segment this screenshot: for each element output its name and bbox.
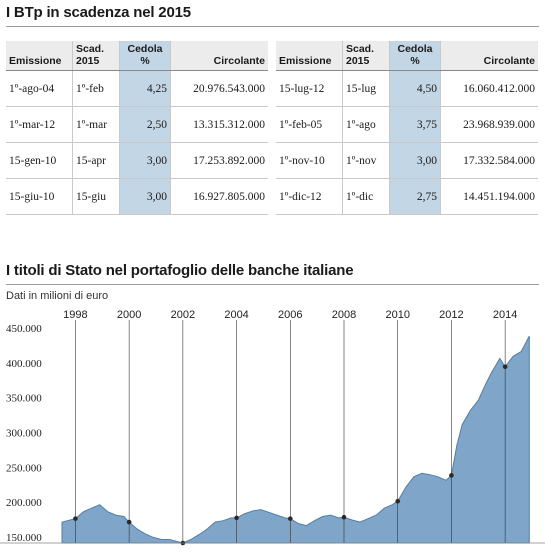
cell-scadenza: 1º-dic — [342, 178, 390, 215]
y-tick-label: 350.000 — [6, 393, 42, 405]
cell-cedola: 3,00 — [119, 178, 171, 215]
data-point-marker — [502, 364, 508, 370]
x-tick-label: 2002 — [171, 309, 195, 321]
cell-cedola: 3,00 — [119, 142, 171, 179]
btp-table-right: Emissione Scad. 2015 Cedola% Circolante 1… — [276, 41, 538, 215]
y-tick-label: 250.000 — [6, 462, 42, 474]
cell-circolante: 16.060.412.000 — [440, 70, 538, 107]
data-point-marker — [73, 516, 78, 521]
x-tick-label: 2014 — [493, 309, 517, 321]
cell-scadenza: 1º-feb — [72, 70, 120, 107]
table-row: 1º-dic-12 1º-dic 2,75 14.451.194.000 — [276, 178, 538, 215]
table-row: 1º-nov-10 1º-nov 3,00 17.332.584.000 — [276, 142, 538, 179]
data-point-marker — [234, 515, 239, 521]
chart-title-rule — [6, 284, 539, 285]
series-area — [61, 335, 530, 544]
cell-cedola: 2,75 — [389, 178, 441, 215]
table-row: 15-gen-10 15-apr 3,00 17.253.892.000 — [6, 142, 268, 179]
table-row: 1º-feb-05 1º-ago 3,75 23.968.939.000 — [276, 106, 538, 143]
x-tick-label: 2006 — [278, 309, 302, 321]
cell-circolante: 17.253.892.000 — [170, 142, 268, 179]
x-tick-label: 2010 — [385, 309, 409, 321]
data-point-marker — [126, 519, 132, 525]
data-point-marker — [449, 473, 454, 478]
portfolio-area-chart: 1998 2000 2002 2004 2006 2008 2010 2012 2014 150.… — [0, 309, 545, 546]
x-tick-label: 2004 — [224, 309, 248, 321]
header-cedola: Cedola% — [389, 41, 441, 71]
y-tick-label: 300.000 — [6, 428, 42, 440]
cell-emissione: 1º-dic-12 — [276, 178, 343, 215]
table-row: 1º-ago-04 1º-feb 4,25 20.976.543.000 — [6, 70, 268, 107]
x-tick-label: 1998 — [63, 309, 87, 321]
table-row: 15-lug-12 15-lug 4,50 16.060.412.000 — [276, 70, 538, 107]
header-scadenza-year: 2015 — [76, 55, 100, 67]
cell-scadenza: 1º-mar — [72, 106, 120, 143]
cell-circolante: 16.927.805.000 — [170, 178, 268, 215]
table-title: I BTp in scadenza nel 2015 — [6, 4, 191, 21]
header-circolante: Circolante — [170, 41, 268, 71]
y-tick-label: 400.000 — [6, 358, 42, 370]
chart-title: I titoli di Stato nel portafoglio delle … — [6, 262, 354, 279]
header-circolante: Circolante — [440, 41, 538, 71]
cell-cedola: 4,50 — [389, 70, 441, 107]
header-scadenza-label: Scad. — [76, 43, 105, 55]
cell-circolante: 17.332.584.000 — [440, 142, 538, 179]
y-tick-label: 450.000 — [6, 323, 42, 335]
table-row: 1º-mar-12 1º-mar 2,50 13.315.312.000 — [6, 106, 268, 143]
cell-circolante: 23.968.939.000 — [440, 106, 538, 143]
cell-emissione: 15-giu-10 — [6, 178, 73, 215]
header-emissione: Emissione — [276, 41, 343, 71]
data-point-marker — [341, 514, 347, 520]
header-cedola-unit: % — [140, 55, 150, 67]
header-scadenza-label: Scad. — [346, 43, 375, 55]
cell-scadenza: 15-apr — [72, 142, 120, 179]
data-point-marker — [287, 516, 293, 521]
cell-scadenza: 15-giu — [72, 178, 120, 215]
cell-scadenza: 1º-nov — [342, 142, 390, 179]
cell-emissione: 1º-feb-05 — [276, 106, 343, 143]
y-tick-label: 200.000 — [6, 497, 42, 509]
cell-cedola: 3,75 — [389, 106, 441, 143]
cell-cedola: 4,25 — [119, 70, 171, 107]
cell-circolante: 13.315.312.000 — [170, 106, 268, 143]
chart-subtitle: Dati in milioni di euro — [6, 290, 109, 302]
header-cedola-label: Cedola — [127, 43, 163, 55]
cell-cedola: 2,50 — [119, 106, 171, 143]
cell-emissione: 1º-mar-12 — [6, 106, 73, 143]
btp-table-left: Emissione Scad. 2015 Cedola% Circolante 1… — [6, 41, 268, 215]
cell-scadenza: 1º-ago — [342, 106, 390, 143]
table-title-rule — [6, 26, 539, 27]
cell-cedola: 3,00 — [389, 142, 441, 179]
data-point-marker — [395, 498, 401, 504]
cell-emissione: 15-lug-12 — [276, 70, 343, 107]
x-tick-label: 2012 — [439, 309, 463, 321]
header-scadenza: Scad. 2015 — [342, 41, 390, 71]
cell-emissione: 1º-ago-04 — [6, 70, 73, 107]
x-tick-label: 2000 — [117, 309, 141, 321]
table-row: 15-giu-10 15-giu 3,00 16.927.805.000 — [6, 178, 268, 215]
cell-emissione: 15-gen-10 — [6, 142, 73, 179]
header-scadenza-year: 2015 — [346, 55, 370, 67]
cell-emissione: 1º-nov-10 — [276, 142, 343, 179]
cell-circolante: 14.451.194.000 — [440, 178, 538, 215]
cell-circolante: 20.976.543.000 — [170, 70, 268, 107]
header-scadenza: Scad. 2015 — [72, 41, 120, 71]
x-tick-label: 2008 — [332, 309, 356, 321]
header-cedola-unit: % — [410, 55, 420, 67]
header-emissione: Emissione — [6, 41, 73, 71]
header-cedola-label: Cedola — [397, 43, 433, 55]
cell-scadenza: 15-lug — [342, 70, 390, 107]
y-tick-label: 150.000 — [6, 532, 42, 544]
header-cedola: Cedola% — [119, 41, 171, 71]
